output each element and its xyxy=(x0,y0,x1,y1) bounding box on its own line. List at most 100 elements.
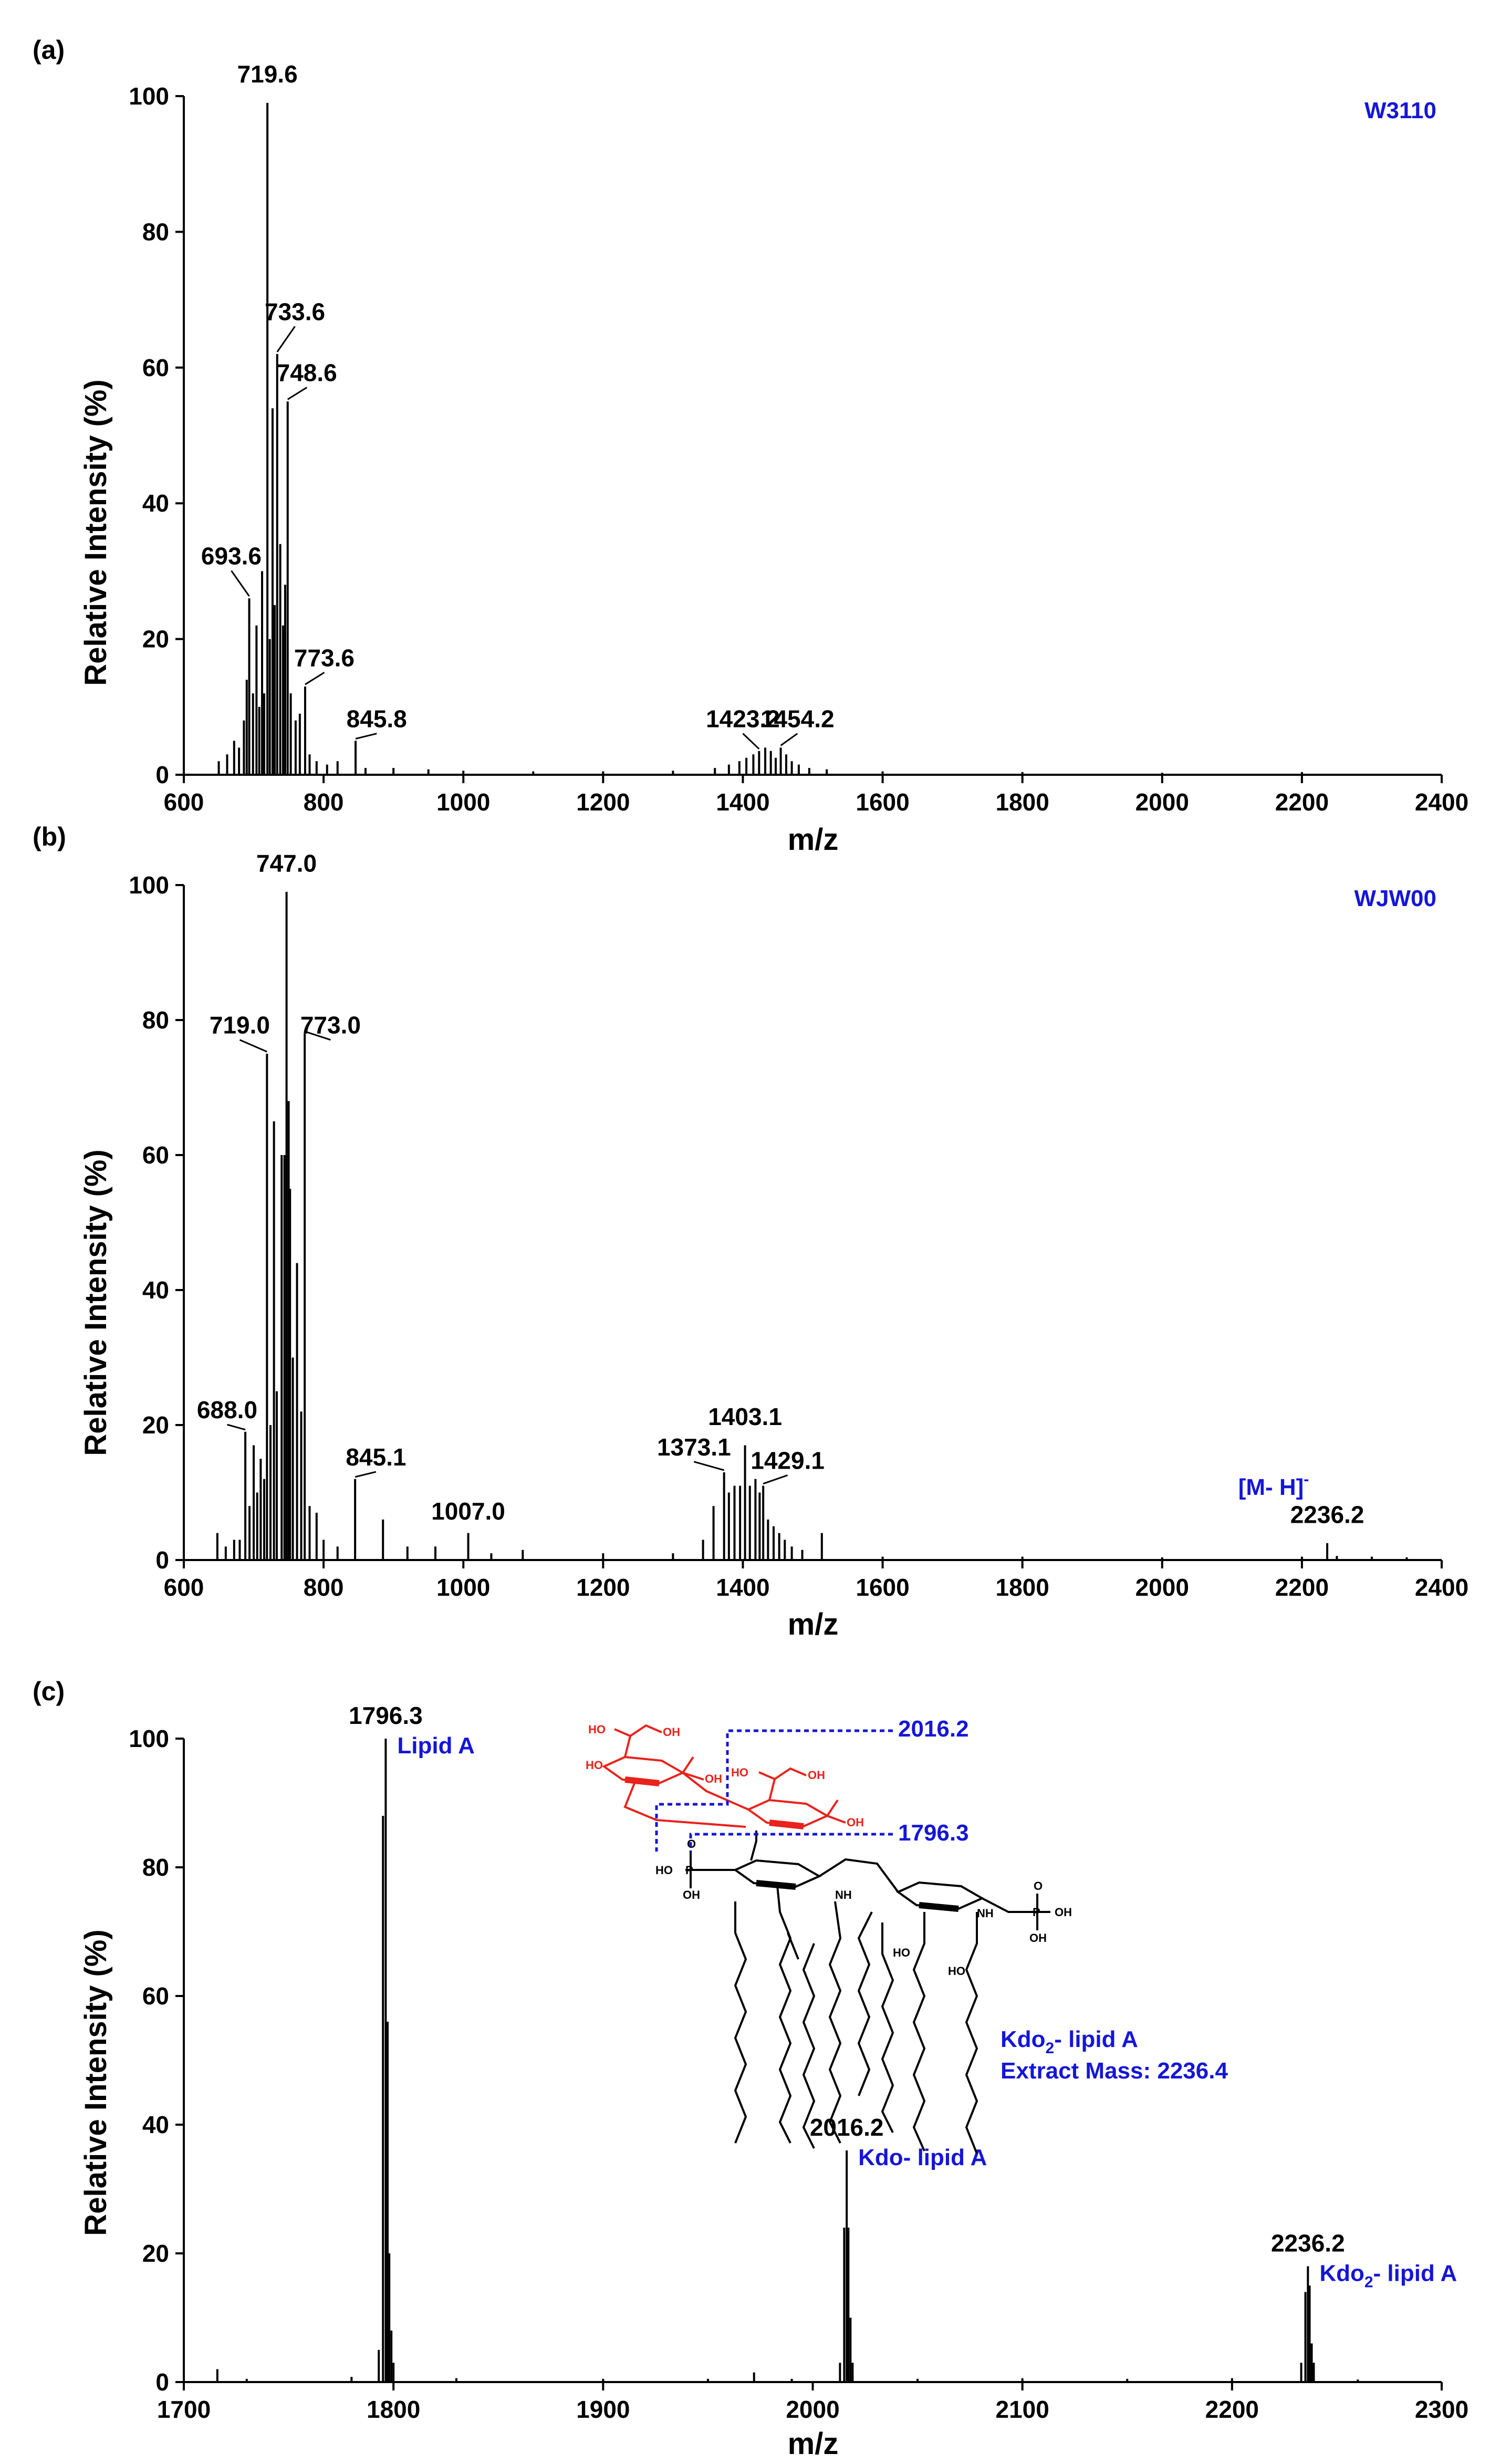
glcn-1-nh: NH xyxy=(835,1888,852,1901)
compound-name-tail: - lipid A xyxy=(1054,2026,1138,2052)
panel-c-x-tick-label: 2000 xyxy=(786,2396,839,2423)
peak-label: 1007.0 xyxy=(431,1498,505,1525)
acyl-chain-4 xyxy=(802,1943,816,2149)
peak-assignment-label: Lipid A xyxy=(397,1733,474,1759)
peak-label: 719.6 xyxy=(237,60,298,88)
cleavage-line-1796 xyxy=(689,1833,893,1852)
panel-a-x-tick-label: 800 xyxy=(304,788,344,816)
acyl-chain-6 xyxy=(965,1912,978,2154)
acyl-ho-1: HO xyxy=(893,1946,910,1959)
peak-label: 748.6 xyxy=(277,359,337,387)
panel-a-spectrum xyxy=(217,102,1303,775)
panel-a-x-tick-label: 1600 xyxy=(856,788,909,816)
panel-c-x-tick-label: 2200 xyxy=(1205,2396,1259,2423)
cleavage-line-2016 xyxy=(655,1729,893,1852)
cleavage-label-1796: 1796.3 xyxy=(898,1820,969,1846)
peak-leader-line xyxy=(355,1471,377,1478)
kdo-ho-label-2: HO xyxy=(586,1759,603,1772)
panel-a: (a) W3110 Relative Intensity (%) m/z 0 20… xyxy=(33,35,1468,857)
panel-a-x-tick-label: 2200 xyxy=(1275,788,1329,816)
panel-c: (c) Relative Intensity (%) m/z 0 20 40 60 80… xyxy=(33,1677,1468,2461)
panel-a-y-tick-label: 20 xyxy=(142,626,169,653)
panel-b-y-tick-label: 0 xyxy=(155,1546,169,1574)
panel-b-x-axis-label: m/z xyxy=(788,1607,839,1641)
panel-a-sample-label: W3110 xyxy=(1364,98,1436,123)
panel-c-peak-labels: 1796.3 Lipid A 2016.2 Kdo - lipid A 2236.2 Kdo… xyxy=(349,1702,1457,2291)
peak-label: 747.0 xyxy=(256,849,317,877)
peak-assignment-label: Kdo2- lipid A xyxy=(1319,2261,1457,2291)
panel-b-y-tick-label: 60 xyxy=(142,1141,169,1169)
panel-c-x-tick-label: 1800 xyxy=(367,2396,420,2423)
panel-a-x-tick-label: 2000 xyxy=(1135,788,1189,816)
peak-label: 1454.2 xyxy=(760,705,835,733)
phosphate-1-ho: HO xyxy=(655,1864,673,1877)
peak-label: 1373.1 xyxy=(657,1433,731,1461)
panel-c-x-axis-label: m/z xyxy=(788,2427,839,2461)
peak-label: 719.0 xyxy=(210,1012,270,1039)
panel-b-x-tick-label: 1800 xyxy=(995,1574,1049,1601)
peak-leader-line xyxy=(239,1039,267,1053)
peak-leader-line xyxy=(693,1461,725,1471)
glcn-ring-1-bold xyxy=(756,1880,796,1890)
panel-b-x-tick-label: 1000 xyxy=(436,1574,490,1601)
panel-a-x-tick-label: 1400 xyxy=(716,788,769,816)
panel-c-y-tick-label: 20 xyxy=(142,2240,169,2267)
kdo-ho-label: HO xyxy=(588,1723,606,1736)
peak-leader-line xyxy=(227,1423,246,1431)
peak-leader-line xyxy=(742,733,760,750)
kdo-sugars xyxy=(602,1724,846,1829)
panel-b-ion-label: [M- H]- xyxy=(1238,1471,1309,1500)
panel-b-x-tick-label: 2400 xyxy=(1415,1574,1468,1601)
peak-label: 773.0 xyxy=(300,1012,361,1039)
panel-c-x-tick-label: 2300 xyxy=(1415,2396,1468,2423)
peak-assignment-tail: - lipid A xyxy=(1373,2261,1457,2286)
compound-name-sub: 2 xyxy=(1046,2040,1055,2057)
peak-assignment-sub: 2 xyxy=(1364,2274,1373,2291)
kdo-carboxyl-outer xyxy=(682,1756,704,1781)
peak-label: 1423.2 xyxy=(706,705,780,733)
peak-label: 773.6 xyxy=(294,644,355,671)
peak-leader-line xyxy=(305,672,325,685)
panel-b-y-axis-label: Relative Intensity (%) xyxy=(79,1149,113,1455)
panel-b-x-tick-label: 800 xyxy=(304,1574,344,1601)
acyl-chain-8 xyxy=(857,1911,873,2096)
phosphate-1-bonds xyxy=(685,1852,735,1888)
kdo-to-glcn-link xyxy=(623,1780,746,1828)
compound-name: Kdo2- lipid A xyxy=(1001,2026,1138,2057)
kdo-carboxyl-inner xyxy=(826,1799,846,1824)
ion-label-charge: - xyxy=(1304,1471,1309,1488)
peak-label: 1403.1 xyxy=(708,1403,782,1430)
peak-leader-line xyxy=(355,733,377,740)
panel-c-y-tick-label: 40 xyxy=(142,2111,169,2138)
panel-b-y-tick-label: 100 xyxy=(129,871,169,899)
peak-label: 1429.1 xyxy=(751,1447,825,1474)
cleavage-label-2016: 2016.2 xyxy=(898,1716,969,1742)
peak-label: 693.6 xyxy=(201,542,262,569)
panel-b-label: (b) xyxy=(33,822,66,851)
peak-label: 845.8 xyxy=(347,705,407,733)
panel-b-y-tick-label: 80 xyxy=(142,1006,169,1034)
panel-a-y-tick-label: 0 xyxy=(155,761,169,788)
panel-b-y-tick-label: 20 xyxy=(142,1411,169,1439)
panel-c-y-tick-label: 0 xyxy=(155,2368,169,2396)
kdo-oh-label-3: OH xyxy=(808,1769,825,1782)
panel-b-x-tick-label: 600 xyxy=(164,1574,204,1601)
kdo-ho-label-3: HO xyxy=(731,1766,748,1779)
phosphate-2-oh-2: OH xyxy=(1029,1931,1047,1945)
panel-b-x-tick-label: 1400 xyxy=(716,1574,769,1601)
kdo2-lipid-a-structure: HO OH HO OH HO OH OH xyxy=(586,1716,1228,2154)
phosphate-1-oh: OH xyxy=(683,1888,700,1901)
phosphate-2-oh: OH xyxy=(1055,1906,1072,1919)
peak-label: 2236.2 xyxy=(1271,2230,1345,2257)
acyl-chain-1 xyxy=(776,1885,792,2144)
panel-a-y-tick-label: 80 xyxy=(142,218,169,245)
panel-b-x-tick-label: 1200 xyxy=(576,1574,630,1601)
panel-c-y-tick-label: 80 xyxy=(142,1854,169,1881)
panel-b-x-tick-label: 1600 xyxy=(856,1574,909,1601)
phosphate-2-p: P xyxy=(1033,1906,1040,1919)
glycosidic-bond xyxy=(818,1858,899,1893)
panel-b: (b) WJW00 Relative Intensity (%) m/z [M-… xyxy=(33,822,1468,1641)
glcn-ring-2-bold xyxy=(919,1902,959,1912)
panel-a-y-axis-label: Relative Intensity (%) xyxy=(79,379,113,685)
